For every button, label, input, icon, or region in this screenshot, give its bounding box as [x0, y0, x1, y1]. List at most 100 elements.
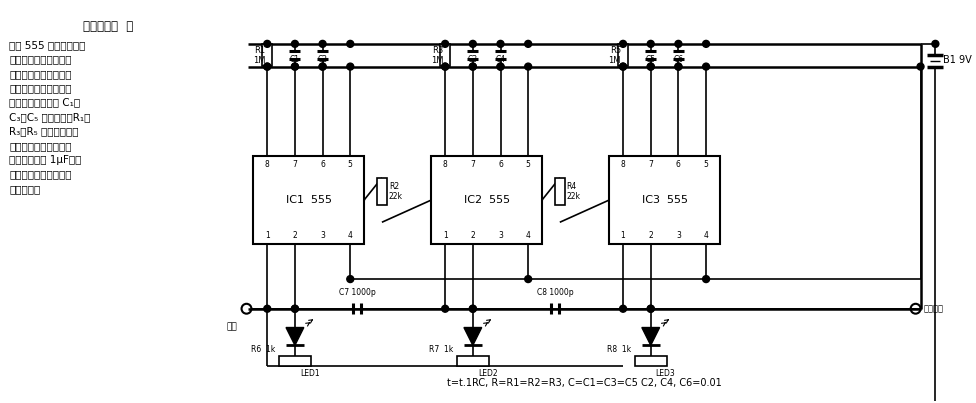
Circle shape — [647, 305, 654, 312]
Circle shape — [703, 40, 710, 47]
Bar — [555, 178, 565, 206]
Text: 3: 3 — [498, 231, 503, 240]
Circle shape — [292, 63, 299, 70]
Circle shape — [442, 63, 449, 70]
Circle shape — [620, 305, 627, 312]
Text: C8 1000p: C8 1000p — [537, 288, 573, 297]
Circle shape — [346, 63, 353, 70]
Text: 3: 3 — [676, 231, 681, 240]
Circle shape — [469, 40, 476, 47]
Circle shape — [264, 63, 270, 70]
Text: 2: 2 — [470, 231, 475, 240]
Text: IC1  555: IC1 555 — [286, 195, 332, 205]
Circle shape — [319, 63, 326, 70]
Circle shape — [703, 63, 710, 70]
Bar — [440, 44, 450, 66]
Circle shape — [675, 63, 682, 70]
Bar — [254, 156, 364, 245]
Circle shape — [319, 40, 326, 47]
Circle shape — [525, 63, 532, 70]
Text: 6: 6 — [498, 160, 503, 169]
Text: LED2: LED2 — [478, 369, 498, 378]
Text: 7: 7 — [648, 160, 653, 169]
Circle shape — [620, 63, 627, 70]
Text: 7: 7 — [293, 160, 298, 169]
Text: LED3: LED3 — [656, 369, 675, 378]
Text: C2: C2 — [317, 55, 328, 64]
Text: 3: 3 — [320, 231, 325, 240]
Text: B1 9V: B1 9V — [943, 55, 972, 65]
Text: 4: 4 — [347, 231, 352, 240]
Text: R4
22k: R4 22k — [567, 182, 581, 202]
Circle shape — [703, 276, 710, 283]
Circle shape — [442, 305, 449, 312]
Bar — [431, 156, 542, 245]
Text: R5
1M: R5 1M — [609, 46, 621, 65]
Text: C4: C4 — [496, 55, 506, 64]
Polygon shape — [286, 328, 304, 345]
Text: 7: 7 — [470, 160, 475, 169]
Circle shape — [932, 40, 939, 47]
Text: 1: 1 — [443, 231, 448, 240]
Circle shape — [346, 276, 353, 283]
Text: R2
22k: R2 22k — [388, 182, 403, 202]
Text: 6: 6 — [676, 160, 681, 169]
Polygon shape — [642, 328, 660, 345]
Text: 5: 5 — [526, 160, 531, 169]
Text: 输出: 输出 — [226, 322, 237, 332]
Circle shape — [292, 305, 299, 312]
Text: C1: C1 — [290, 55, 300, 64]
Circle shape — [469, 305, 476, 312]
Text: R6  1k: R6 1k — [251, 345, 275, 354]
Circle shape — [292, 63, 299, 70]
Circle shape — [917, 63, 924, 70]
Text: 4: 4 — [704, 231, 709, 240]
Circle shape — [292, 305, 299, 312]
Circle shape — [497, 63, 504, 70]
Text: LED1: LED1 — [300, 369, 319, 378]
Bar — [263, 44, 272, 66]
Text: C6: C6 — [673, 55, 683, 64]
Bar — [279, 356, 310, 366]
Polygon shape — [464, 328, 482, 345]
Circle shape — [264, 63, 270, 70]
Text: t=t.1RC, R=R1=R2=R3, C=C1=C3=C5 C2, C4, C6=0.01: t=t.1RC, R=R1=R2=R3, C=C1=C3=C5 C2, C4, … — [447, 378, 722, 388]
Text: 顺序定时器  用: 顺序定时器 用 — [83, 20, 134, 33]
Text: C5: C5 — [646, 55, 656, 64]
Text: 6: 6 — [320, 160, 325, 169]
Bar — [457, 356, 489, 366]
Circle shape — [292, 40, 299, 47]
Circle shape — [675, 40, 682, 47]
Circle shape — [620, 40, 627, 47]
Bar — [377, 178, 386, 206]
Text: 8: 8 — [264, 160, 269, 169]
Circle shape — [497, 63, 504, 70]
Text: R3
1M: R3 1M — [430, 46, 443, 65]
Circle shape — [469, 63, 476, 70]
Circle shape — [620, 63, 627, 70]
Bar — [635, 356, 667, 366]
Circle shape — [647, 305, 654, 312]
Circle shape — [469, 63, 476, 70]
Circle shape — [346, 40, 353, 47]
Circle shape — [469, 305, 476, 312]
Bar — [609, 156, 720, 245]
Text: 5: 5 — [347, 160, 352, 169]
Text: IC2  555: IC2 555 — [464, 195, 509, 205]
Circle shape — [647, 63, 654, 70]
Circle shape — [647, 63, 654, 70]
Text: C7 1000p: C7 1000p — [339, 288, 376, 297]
Text: R1
1M: R1 1M — [253, 46, 265, 65]
Circle shape — [264, 305, 270, 312]
Text: 8: 8 — [443, 160, 448, 169]
Circle shape — [647, 40, 654, 47]
Text: 1: 1 — [264, 231, 269, 240]
Text: R8  1k: R8 1k — [607, 345, 630, 354]
Text: C3: C3 — [468, 55, 478, 64]
Text: 2: 2 — [648, 231, 653, 240]
Circle shape — [319, 63, 326, 70]
Circle shape — [264, 40, 270, 47]
Text: 1: 1 — [621, 231, 626, 240]
Bar — [618, 44, 628, 66]
Circle shape — [525, 276, 532, 283]
